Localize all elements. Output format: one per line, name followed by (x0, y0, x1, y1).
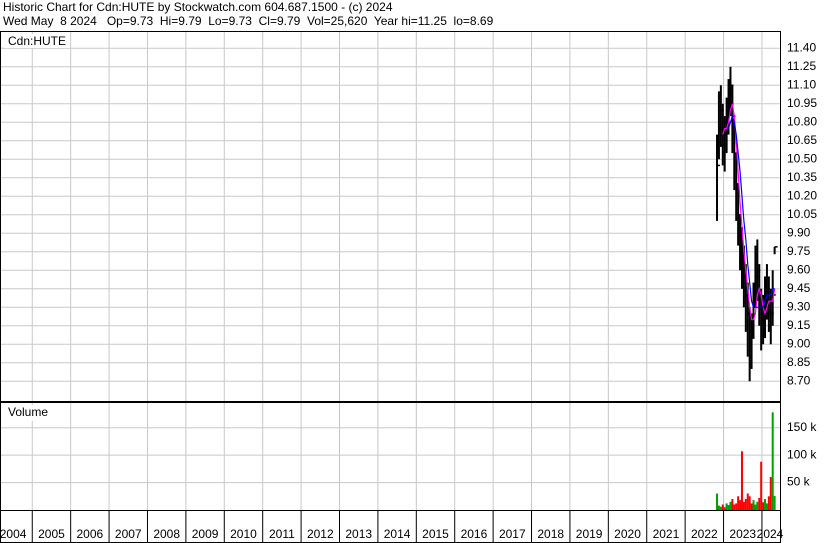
volume-bar (729, 501, 732, 510)
y-tick-label: 11.40 (787, 40, 816, 54)
volume-bar (717, 505, 720, 510)
x-tick-label: 2023 (729, 527, 756, 541)
volume-bar (773, 495, 776, 510)
y-tick-label: 11.25 (787, 59, 816, 73)
x-tick-label: 2018 (537, 527, 564, 541)
volume-bar (750, 503, 753, 510)
x-tick-label: 2011 (269, 527, 295, 541)
x-tick-label: 2016 (461, 527, 488, 541)
volume-bar (762, 502, 765, 510)
x-tick-label: 2015 (422, 527, 449, 541)
y-tick-label: 9.30 (787, 299, 811, 313)
y-tick-label: 10.80 (787, 114, 817, 128)
volume-bar (733, 504, 736, 510)
x-tick-label: 2009 (192, 527, 219, 541)
panel-title: Cdn:HUTE (8, 34, 66, 48)
volume-bar (744, 499, 747, 510)
volume-bar (742, 501, 745, 510)
volume-bar (721, 504, 724, 510)
x-tick-label: 2008 (153, 527, 180, 541)
volume-bar (756, 501, 759, 510)
label-bg (4, 405, 58, 421)
x-tick-label: 2006 (77, 527, 104, 541)
y-tick-label: 9.60 (787, 262, 811, 276)
y-tick-label: 100 k (787, 447, 817, 461)
volume-bar (739, 500, 742, 510)
y-tick-label: 9.45 (787, 281, 811, 295)
y-tick-label: 150 k (787, 420, 817, 434)
volume-bar (719, 506, 722, 510)
volume-bar (735, 503, 738, 510)
volume-bar (731, 499, 734, 510)
x-tick-label: 2022 (691, 527, 718, 541)
x-tick-label: 2024 (757, 527, 784, 541)
x-tick-label: 2019 (576, 527, 603, 541)
y-tick-label: 11.10 (787, 77, 816, 91)
volume-bar (727, 505, 730, 510)
volume-bar (737, 496, 740, 510)
y-tick-label: 8.70 (787, 373, 811, 387)
volume-bar (752, 500, 755, 510)
volume-bar (748, 496, 751, 510)
moving-average-line (727, 114, 775, 308)
volume-bar (767, 496, 770, 510)
volume-bar (771, 412, 774, 510)
volume-bar (769, 477, 772, 510)
y-tick-label: 10.05 (787, 207, 817, 221)
header-line: Historic Chart for Cdn:HUTE by Stockwatc… (3, 0, 393, 14)
volume-bar (723, 507, 726, 510)
volume-bar (740, 451, 743, 510)
volume-bar (754, 504, 757, 510)
volume-bar (725, 503, 728, 510)
header-line: Wed May 8 2024 Op=9.73 Hi=9.79 Lo=9.73 C… (3, 14, 494, 28)
volume-bar (764, 499, 767, 510)
x-tick-label: 2013 (345, 527, 372, 541)
volume-bar (746, 493, 749, 510)
y-tick-label: 9.90 (787, 225, 811, 239)
y-tick-label: 10.50 (787, 151, 817, 165)
x-tick-label: 2005 (38, 527, 65, 541)
volume-bar (760, 461, 763, 510)
price-panel-frame (0, 31, 781, 402)
x-tick-label: 2010 (230, 527, 257, 541)
volume-bar (716, 493, 719, 510)
y-tick-label: 9.15 (787, 318, 811, 332)
x-tick-label: 2021 (653, 527, 680, 541)
volume-bar (765, 503, 768, 510)
x-tick-label: 2007 (115, 527, 142, 541)
x-tick-label: 2012 (307, 527, 334, 541)
panel-title: Volume (8, 405, 48, 419)
volume-bar (758, 497, 761, 510)
label-bg (4, 34, 70, 48)
moving-average-line (722, 103, 776, 321)
y-tick-label: 10.65 (787, 133, 817, 147)
x-tick-label: 2004 (0, 527, 27, 541)
volume-panel-frame (0, 402, 781, 511)
y-tick-label: 9.75 (787, 244, 811, 258)
x-tick-label: 2017 (499, 527, 526, 541)
y-tick-label: 50 k (787, 475, 811, 489)
y-tick-label: 9.00 (787, 336, 811, 350)
y-tick-label: 10.35 (787, 170, 817, 184)
x-tick-label: 2014 (384, 527, 411, 541)
x-tick-label: 2020 (614, 527, 641, 541)
y-tick-label: 8.85 (787, 355, 811, 369)
y-tick-label: 10.20 (787, 188, 817, 202)
y-tick-label: 10.95 (787, 96, 817, 110)
